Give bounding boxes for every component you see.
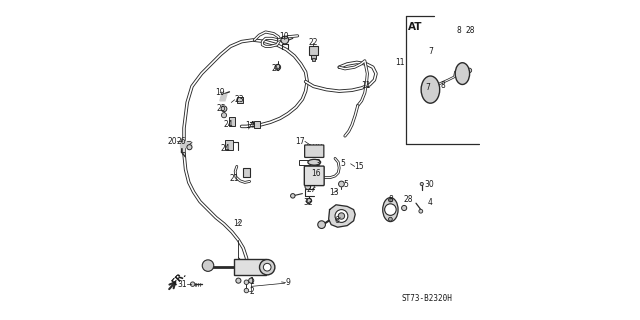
Text: 8: 8 xyxy=(441,81,445,90)
Text: 31: 31 xyxy=(177,280,187,289)
Circle shape xyxy=(339,181,344,187)
Circle shape xyxy=(260,260,275,275)
Text: 6: 6 xyxy=(335,216,339,225)
Circle shape xyxy=(335,210,348,222)
Text: 27: 27 xyxy=(307,185,316,194)
Circle shape xyxy=(388,217,392,221)
Ellipse shape xyxy=(421,76,440,103)
Text: 20: 20 xyxy=(167,137,177,146)
Text: 32: 32 xyxy=(303,198,313,207)
Bar xyxy=(254,121,260,128)
Bar xyxy=(312,58,315,61)
Text: 24: 24 xyxy=(223,120,233,129)
Circle shape xyxy=(312,160,317,165)
Text: 15: 15 xyxy=(355,162,364,171)
Text: ST73-B2320H: ST73-B2320H xyxy=(402,294,452,303)
Circle shape xyxy=(187,145,192,150)
Ellipse shape xyxy=(455,63,470,84)
Circle shape xyxy=(419,209,422,213)
Text: 11: 11 xyxy=(396,58,404,67)
Circle shape xyxy=(264,263,271,271)
Text: 11: 11 xyxy=(361,81,371,90)
Bar xyxy=(309,46,318,55)
Text: 30: 30 xyxy=(425,180,435,189)
Polygon shape xyxy=(180,141,191,147)
Circle shape xyxy=(275,64,280,70)
Ellipse shape xyxy=(383,198,398,222)
Bar xyxy=(225,140,233,150)
Text: 17: 17 xyxy=(295,137,305,146)
Circle shape xyxy=(312,166,317,171)
Bar xyxy=(234,259,266,275)
Bar xyxy=(299,160,310,165)
Circle shape xyxy=(402,205,407,211)
Ellipse shape xyxy=(307,166,321,172)
Circle shape xyxy=(385,204,396,215)
Bar xyxy=(311,55,317,59)
Circle shape xyxy=(248,278,253,283)
Text: 28: 28 xyxy=(466,26,475,35)
Text: 4: 4 xyxy=(428,198,433,207)
Text: 8: 8 xyxy=(388,195,393,204)
Polygon shape xyxy=(329,205,355,227)
Circle shape xyxy=(306,198,311,204)
FancyBboxPatch shape xyxy=(305,166,324,186)
Text: 16: 16 xyxy=(311,169,321,178)
Text: 5: 5 xyxy=(340,159,345,168)
Text: 2: 2 xyxy=(249,287,253,296)
Bar xyxy=(243,168,250,177)
Circle shape xyxy=(244,280,249,284)
Text: 10: 10 xyxy=(279,32,289,41)
Text: 5: 5 xyxy=(344,180,348,189)
Text: 29: 29 xyxy=(271,64,281,73)
Text: 8: 8 xyxy=(456,26,461,35)
Circle shape xyxy=(244,288,249,293)
Text: 9: 9 xyxy=(285,278,291,287)
Text: 28: 28 xyxy=(403,195,413,204)
FancyBboxPatch shape xyxy=(305,145,324,157)
Text: 19: 19 xyxy=(215,88,225,97)
Text: 24: 24 xyxy=(220,144,230,153)
Bar xyxy=(237,97,243,103)
Bar xyxy=(229,117,236,126)
Circle shape xyxy=(191,282,195,286)
Polygon shape xyxy=(220,94,227,101)
Circle shape xyxy=(467,68,472,73)
Text: 7: 7 xyxy=(426,83,431,92)
Text: 22: 22 xyxy=(308,38,317,47)
Circle shape xyxy=(202,260,214,271)
Text: FR.: FR. xyxy=(170,270,189,288)
Text: 13: 13 xyxy=(329,188,339,197)
Circle shape xyxy=(281,36,289,44)
Circle shape xyxy=(236,278,241,283)
Circle shape xyxy=(420,182,424,186)
Text: 25: 25 xyxy=(217,104,227,113)
Circle shape xyxy=(388,198,392,202)
Text: 26: 26 xyxy=(177,137,187,146)
Text: 12: 12 xyxy=(233,219,243,228)
Circle shape xyxy=(425,84,436,95)
Circle shape xyxy=(318,221,326,228)
Text: AT: AT xyxy=(408,22,422,32)
Text: 3: 3 xyxy=(315,159,320,168)
Circle shape xyxy=(305,184,311,189)
Text: 7: 7 xyxy=(428,47,433,56)
Circle shape xyxy=(221,106,227,112)
Circle shape xyxy=(429,98,433,102)
Ellipse shape xyxy=(308,159,321,165)
Text: 14: 14 xyxy=(245,121,255,130)
Text: 21: 21 xyxy=(230,174,239,183)
Text: 23: 23 xyxy=(235,95,244,104)
Text: 1: 1 xyxy=(249,277,253,286)
Circle shape xyxy=(291,194,295,198)
Circle shape xyxy=(339,213,345,219)
Circle shape xyxy=(221,113,227,118)
Circle shape xyxy=(458,69,467,78)
Circle shape xyxy=(429,77,433,81)
